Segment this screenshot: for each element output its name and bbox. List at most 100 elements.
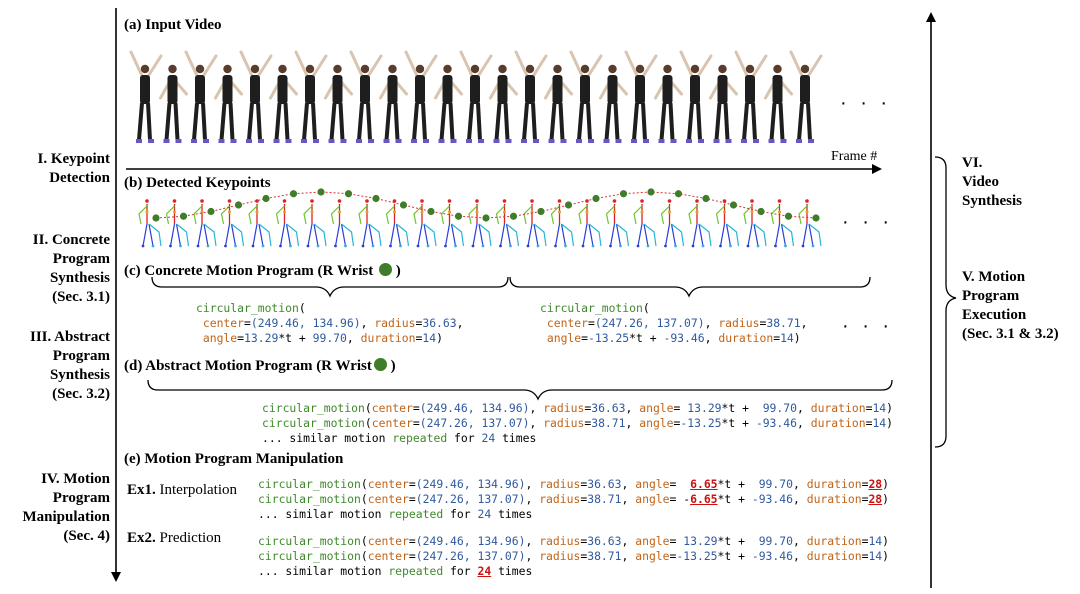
brace-c-left: [151, 276, 509, 298]
dancer-frame: [269, 64, 298, 143]
wrist-point: [289, 190, 298, 198]
wrist-point: [729, 201, 738, 209]
skeleton-frame: [358, 199, 382, 248]
skeleton-frame: [578, 199, 602, 248]
panel-c-title: (c) Concrete Motion Program (R Wrist ): [124, 263, 401, 279]
dancer-frame: [324, 64, 353, 143]
dancer-frame: [764, 64, 793, 143]
dancer-frame: [349, 50, 383, 143]
ex2-prediction-program: circular_motion(center=(249.46, 134.96),…: [258, 534, 890, 578]
dancer-frame: [129, 50, 163, 143]
program-ellipsis: · · ·: [842, 315, 894, 337]
abstract-program: circular_motion(center=(249.46, 134.96),…: [262, 401, 894, 445]
dancer-frame: [569, 50, 603, 143]
wrist-point: [674, 190, 683, 198]
dancer-frame: [599, 64, 628, 143]
skeleton-frame: [193, 199, 217, 248]
stage-motion-program-execution: V. Motion Program Execution (Sec. 3.1 & 3.2…: [962, 269, 1059, 342]
stage-abstract-program-synthesis: III. Abstract Program Synthesis (Sec. 3.2): [29, 329, 110, 402]
frame-axis-label: Frame #: [831, 149, 878, 164]
dancer-frame: [734, 50, 768, 143]
wrist-point: [372, 194, 380, 203]
ex2-label: Ex2. Prediction: [127, 530, 222, 546]
dancer-frame: [159, 64, 188, 143]
ex1-interpolation-program: circular_motion(center=(249.46, 134.96),…: [258, 477, 890, 521]
input-video-frames: [129, 50, 823, 143]
panel-d-title: (d) Abstract Motion Program (R Wrist ): [124, 358, 396, 374]
wrist-point: [702, 194, 710, 203]
skeleton-frame: [633, 199, 657, 248]
skeleton-frame: [468, 199, 492, 248]
ex1-label: Ex1. Interpolation: [127, 482, 237, 498]
skeleton-frame: [495, 199, 520, 248]
video-ellipsis: · · ·: [840, 92, 892, 114]
wrist-dot-icon: [373, 358, 387, 371]
dancer-frame: [654, 64, 683, 143]
wrist-point: [454, 212, 463, 220]
panel-b-title: (b) Detected Keypoints: [124, 175, 271, 191]
dancer-frame: [514, 50, 548, 143]
skeleton-frame: [605, 199, 630, 248]
dancer-frame: [404, 50, 438, 143]
dancer-frame: [184, 50, 218, 143]
dancer-frame: [679, 50, 713, 143]
wrist-trajectory: [152, 188, 820, 222]
skeleton-frame: [330, 199, 355, 248]
wrist-point: [207, 207, 215, 216]
skeleton-frame: [688, 199, 712, 248]
wrist-point: [179, 212, 188, 220]
skeleton-frame: [303, 199, 327, 248]
brace-d: [147, 379, 893, 401]
concrete-program-2: circular_motion( center=(247.26, 137.07)…: [540, 301, 808, 345]
panel-a-title: (a) Input Video: [124, 17, 222, 33]
skeleton-frame: [770, 199, 795, 248]
skeleton-frame: [715, 199, 740, 248]
wrist-point: [509, 212, 518, 220]
dancer-frame: [789, 50, 823, 143]
wrist-point: [482, 214, 490, 222]
skeleton-frame: [165, 199, 190, 248]
wrist-point: [564, 201, 573, 209]
stage-motion-program-manipulation: IV. Motion Program Manipulation (Sec. 4): [22, 471, 110, 544]
wrist-point: [427, 207, 435, 216]
wrist-point: [592, 194, 600, 203]
skeleton-frame: [660, 199, 685, 248]
wrist-point: [344, 190, 353, 198]
skeleton-frame: [138, 199, 162, 248]
skeleton-frame: [440, 199, 465, 248]
stage-keypoint-detection: I. Keypoint Detection: [37, 151, 110, 186]
wrist-point: [262, 194, 270, 203]
brace-c-right: [509, 276, 871, 298]
skeleton-frame: [523, 199, 547, 248]
dancer-frame: [379, 64, 408, 143]
dancer-frame: [489, 64, 518, 143]
wrist-point: [619, 190, 628, 198]
dancer-frame: [709, 64, 738, 143]
skeleton-frame: [743, 199, 767, 248]
wrist-point: [784, 212, 793, 220]
dancer-frame: [459, 50, 493, 143]
dancer-frame: [434, 64, 463, 143]
wrist-point: [757, 207, 765, 216]
concrete-program-1: circular_motion( center=(249.46, 134.96)…: [196, 301, 464, 345]
detected-keypoints: [138, 199, 822, 248]
dancer-frame: [544, 64, 573, 143]
right-brace: [934, 156, 957, 448]
dancer-frame: [239, 50, 273, 143]
skeleton-frame: [385, 199, 410, 248]
skeleton-frame: [248, 199, 272, 248]
skeleton-frame: [220, 199, 245, 248]
skeleton-frame: [413, 199, 437, 248]
wrist-point: [234, 201, 243, 209]
panel-e-title: (e) Motion Program Manipulation: [124, 451, 344, 467]
wrist-point: [537, 207, 545, 216]
wrist-point: [317, 188, 325, 196]
wrist-point: [152, 214, 160, 222]
stage-concrete-program-synthesis: II. Concrete Program Synthesis (Sec. 3.1): [32, 232, 110, 305]
wrist-point: [399, 201, 408, 209]
keypoints-ellipsis: · · ·: [842, 211, 894, 233]
dancer-frame: [624, 50, 658, 143]
wrist-dot-icon: [379, 263, 392, 276]
wrist-point: [812, 214, 820, 222]
